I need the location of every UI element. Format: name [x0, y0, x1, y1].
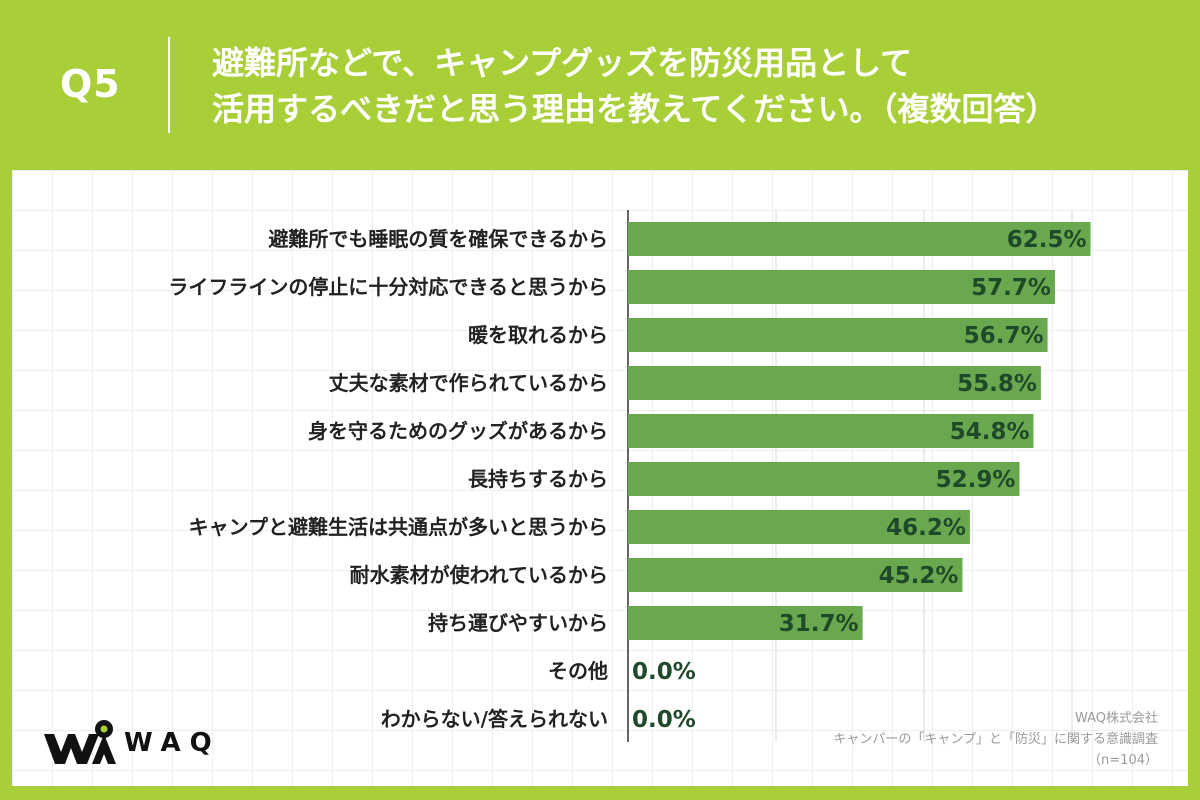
category-label: 長持ちするから [468, 467, 608, 491]
value-label: 57.7% [971, 275, 1051, 301]
value-label: 0.0% [632, 707, 696, 733]
source-company: WAQ株式会社 [1074, 711, 1158, 726]
value-label: 0.0% [632, 659, 696, 685]
value-label: 46.2% [886, 515, 966, 541]
bar [628, 414, 1034, 448]
bar [628, 270, 1055, 304]
source-sample: （n=104） [1088, 753, 1158, 768]
value-label: 55.8% [957, 371, 1037, 397]
value-label: 52.9% [936, 467, 1016, 493]
category-label: その他 [548, 659, 608, 683]
waq-logo-text: WAQ [124, 728, 221, 758]
category-label: 避難所でも睡眠の質を確保できるから [268, 227, 608, 251]
value-label: 56.7% [964, 323, 1044, 349]
value-label: 45.2% [879, 563, 959, 589]
category-label: わからない/答えられない [381, 707, 608, 731]
category-label: 身を守るためのグッズがあるから [308, 419, 608, 443]
bar [628, 462, 1020, 496]
bar [628, 606, 863, 640]
source-note: WAQ株式会社 キャンパーの「キャンプ」と「防災」に関する意識調査 （n=104… [833, 708, 1158, 771]
value-label: 62.5% [1007, 227, 1087, 253]
question-title: 避難所などで、キャンプグッズを防災用品として 活用するべきだと思う理由を教えてく… [212, 40, 1172, 132]
source-survey: キャンパーの「キャンプ」と「防災」に関する意識調査 [833, 732, 1158, 747]
bar [628, 510, 970, 544]
category-label: 持ち運びやすいから [428, 611, 608, 635]
category-label: 耐水素材が使われているから [350, 563, 608, 587]
bar [628, 558, 963, 592]
bar [628, 318, 1048, 352]
category-label: ライフラインの停止に十分対応できると思うから [168, 275, 608, 299]
question-line-2: 活用するべきだと思う理由を教えてください。（複数回答） [212, 90, 1058, 128]
category-label: キャンプと避難生活は共通点が多いと思うから [189, 515, 608, 539]
value-label: 31.7% [779, 611, 859, 637]
waq-logo-icon [44, 720, 116, 764]
bar [628, 366, 1041, 400]
value-label: 54.8% [950, 419, 1030, 445]
chart-panel: 避難所でも睡眠の質を確保できるから 62.5% ライフラインの停止に十分対応できると… [12, 170, 1188, 786]
question-line-1: 避難所などで、キャンプグッズを防災用品として [212, 44, 913, 82]
bar [628, 222, 1091, 256]
header-divider [168, 37, 170, 133]
category-label: 暖を取れるから [468, 323, 608, 347]
question-number: Q5 [60, 62, 121, 106]
bar-chart: 避難所でも睡眠の質を確保できるから 62.5% ライフラインの停止に十分対応できると… [168, 210, 1091, 742]
category-label: 丈夫な素材で作られているから [329, 371, 608, 395]
